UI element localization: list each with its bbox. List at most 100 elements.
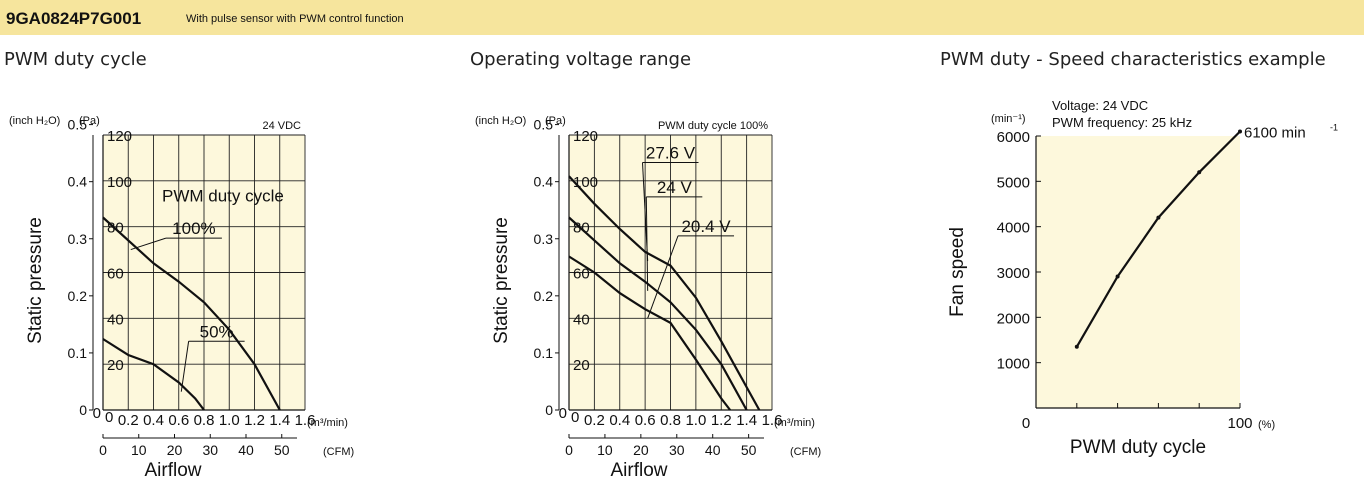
secondary-y-tick-label: 0.1 [68,345,88,361]
chart2-title: Operating voltage range [470,49,692,70]
x-axis-title: PWM duty cycle [1070,437,1206,458]
secondary-y-tick-label: 0.1 [534,345,554,361]
x-unit-secondary: (CFM) [790,446,821,458]
y-zero-label: 0 [105,409,113,426]
y-unit-secondary: (inch H₂O) [475,115,526,127]
x-tick-label: 1.2 [244,412,265,429]
series-label: 50% [200,322,234,341]
callout-leader [130,237,167,251]
y-tick-label: 6000 [997,129,1030,146]
condition-line: Voltage: 24 VDC [1052,98,1148,113]
x-zero-label: 0 [93,405,101,422]
y-unit-secondary: (inch H₂O) [9,115,60,127]
callout-leader [180,341,190,392]
secondary-x-tick-label: 0 [565,442,573,458]
secondary-x-tick-label: 30 [202,442,218,458]
x-zero-label: 0 [559,405,567,422]
y-tick-label: 1000 [997,356,1030,373]
y-axis-title: Fan speed [947,227,968,317]
series-line-1 [568,175,761,411]
data-point [1074,344,1079,349]
y-tick-label: 5000 [997,174,1030,191]
x-tick-label: 0.2 [584,412,605,429]
x-tick-label: 1.2 [711,412,732,429]
series-label: 27.6 V [646,144,696,163]
condition-label: PWM duty cycle 100% [658,120,768,132]
x-tick-label: 0.2 [118,412,139,429]
y-tick-label: 120 [107,128,132,145]
x-tick-label: 1.0 [685,412,706,429]
series-line-2 [102,338,205,411]
secondary-y-tick-label: 0 [79,402,87,418]
plot-area [1036,136,1240,408]
chart3-title: PWM duty - Speed characteristics example [940,49,1326,70]
secondary-x-tick-label: 40 [705,442,721,458]
y-unit: (min⁻¹) [991,113,1026,125]
secondary-x-tick-label: 10 [597,442,613,458]
secondary-x-tick-label: 0 [99,442,107,458]
x-tick-label: 1.6 [762,412,783,429]
end-value-exponent: -1 [1330,122,1338,132]
condition-label: 24 VDC [262,120,301,132]
secondary-y-tick-label: 0.2 [68,288,88,304]
secondary-y-tick-label: 0.4 [68,174,88,190]
callout-leader [645,196,649,291]
series-label: 24 V [657,178,693,197]
y-tick-label: 3000 [997,265,1030,282]
series-label: 20.4 V [681,217,731,236]
condition-line: PWM frequency: 25 kHz [1052,115,1192,130]
secondary-y-tick-label: 0.3 [68,231,88,247]
secondary-x-tick-label: 20 [167,442,183,458]
secondary-y-tick-label: 0.3 [534,231,554,247]
x-tick-label: 0.6 [168,412,189,429]
callout-leader [647,235,679,319]
x-tick-label: 1.4 [269,412,290,429]
secondary-y-tick-label: 0.5 [68,117,88,133]
x-tick-label: 1.4 [736,412,757,429]
secondary-x-tick-label: 20 [633,442,649,458]
secondary-x-tick-label: 10 [131,442,147,458]
series-line-1 [102,216,281,411]
secondary-x-tick-label: 40 [238,442,254,458]
y-tick-label: 120 [573,128,598,145]
x-tick-label: 0.4 [143,412,164,429]
legend-title: PWM duty cycle [162,186,284,205]
secondary-x-tick-label: 50 [741,442,757,458]
data-point [1238,129,1242,134]
model-number: 9GA0824P7G001 [6,9,142,28]
end-value-label: 6100 min [1244,124,1306,141]
y-tick-label: 60 [107,266,124,283]
chart1-title: PWM duty cycle [4,49,147,70]
series-label: 100% [172,219,215,238]
data-point [1156,215,1161,220]
header-banner: 9GA0824P7G001 With pulse sensor with PWM… [0,0,1364,35]
x-tick-label: 0.8 [660,412,681,429]
y-tick-label: 40 [573,311,590,328]
y-unit-main: (Pa) [79,115,100,127]
x-unit: (%) [1258,419,1275,431]
y-tick-label: 2000 [997,310,1030,327]
data-point [1115,274,1120,279]
x-axis-title: Airflow [610,460,667,481]
y-tick-label: 20 [573,357,590,374]
y-tick-label: 40 [107,311,124,328]
x-unit-main: (m³/min) [307,417,348,429]
x-tick-label: 100 [1227,415,1252,432]
x-unit-main: (m³/min) [774,417,815,429]
x-zero-label: 0 [1022,415,1030,432]
secondary-y-tick-label: 0.2 [534,288,554,304]
y-tick-label: 60 [573,266,590,283]
x-tick-label: 1.0 [219,412,240,429]
secondary-y-tick-label: 0.4 [534,174,554,190]
x-tick-label: 0.4 [609,412,630,429]
model-description: With pulse sensor with PWM control funct… [186,13,404,25]
y-axis-title: Static pressure [491,217,512,344]
data-point [1197,170,1202,175]
x-tick-label: 0.6 [635,412,656,429]
secondary-y-tick-label: 0.5 [534,117,554,133]
x-axis-title: Airflow [144,460,201,481]
y-axis-title: Static pressure [25,217,46,344]
